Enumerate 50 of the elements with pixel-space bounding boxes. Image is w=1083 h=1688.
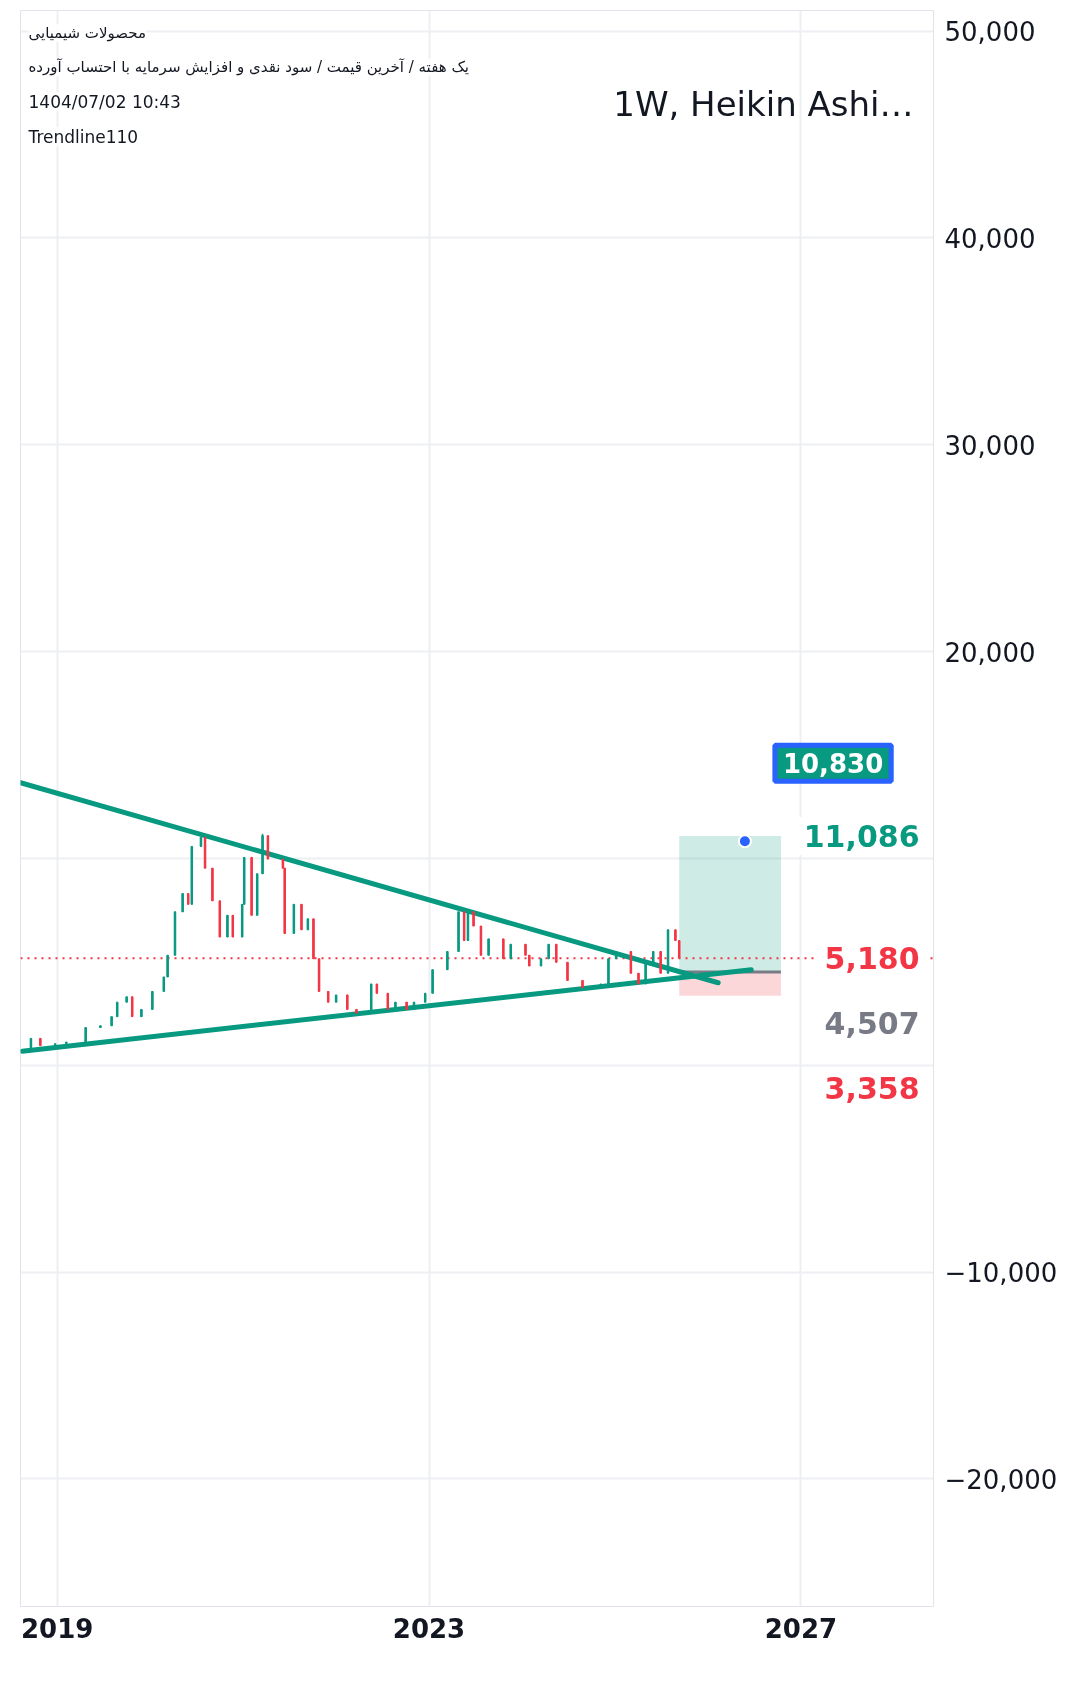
candlestick <box>140 1008 143 1018</box>
candlestick <box>446 950 449 971</box>
candlestick <box>431 968 434 995</box>
candlestick <box>405 1001 408 1011</box>
candlestick <box>472 911 475 927</box>
y-tick-label: −20,000 <box>944 1464 1058 1495</box>
candlestick <box>566 961 569 982</box>
y-tick-label: 20,000 <box>944 637 1036 668</box>
candlestick <box>65 1041 68 1045</box>
candlestick <box>629 950 633 974</box>
candlestick <box>457 911 460 953</box>
candlestick <box>231 914 235 938</box>
y-tick-label: 40,000 <box>944 224 1036 254</box>
candlestick <box>346 994 349 1011</box>
y-tick-label: 50,000 <box>944 17 1036 48</box>
candlestick <box>394 1001 397 1011</box>
candlestick <box>181 892 184 913</box>
annotation: 1404/07/02 10:43 <box>28 91 181 112</box>
candlestick <box>250 856 253 917</box>
candlestick <box>637 972 640 985</box>
band-label: 3,358 <box>824 1071 920 1107</box>
text: یک هفته / آخرین قیمت / سود نقدی و افزایش سرمایه با احتساب آورده <box>28 58 470 77</box>
candlestick <box>300 903 303 931</box>
x-tick-label: 2019 <box>20 1613 94 1644</box>
x-tick-label: 2023 <box>392 1613 466 1644</box>
ref-line-label: 5,180 <box>824 941 920 977</box>
candlestick <box>125 996 128 1003</box>
band-label: 11,086 <box>803 818 920 854</box>
candlestick <box>226 914 229 938</box>
annotation: 1W, Heikin Ashi… <box>613 84 914 125</box>
candlestick <box>581 979 584 989</box>
annotation: 10,830 <box>782 749 884 780</box>
annotation: Trendline110 <box>27 126 139 147</box>
candlestick <box>487 938 490 956</box>
y-tick-label: 30,000 <box>944 430 1036 461</box>
candlestick <box>110 1015 113 1027</box>
candlestick <box>261 833 264 875</box>
text: محصولات شیمیایی <box>28 23 146 42</box>
candlestick <box>130 996 134 1018</box>
candlestick <box>99 1025 102 1029</box>
ref-line-label: 4,507 <box>824 1006 920 1042</box>
candlestick <box>266 834 270 860</box>
candlestick <box>151 990 154 1011</box>
y-tick-label: −10,000 <box>944 1258 1058 1289</box>
candlestick <box>39 1037 42 1047</box>
candlestick <box>547 943 550 960</box>
x-tick-label: 2027 <box>764 1613 838 1644</box>
candlestick <box>355 1008 358 1014</box>
candlestick <box>84 1026 87 1043</box>
candlestick <box>211 867 214 902</box>
